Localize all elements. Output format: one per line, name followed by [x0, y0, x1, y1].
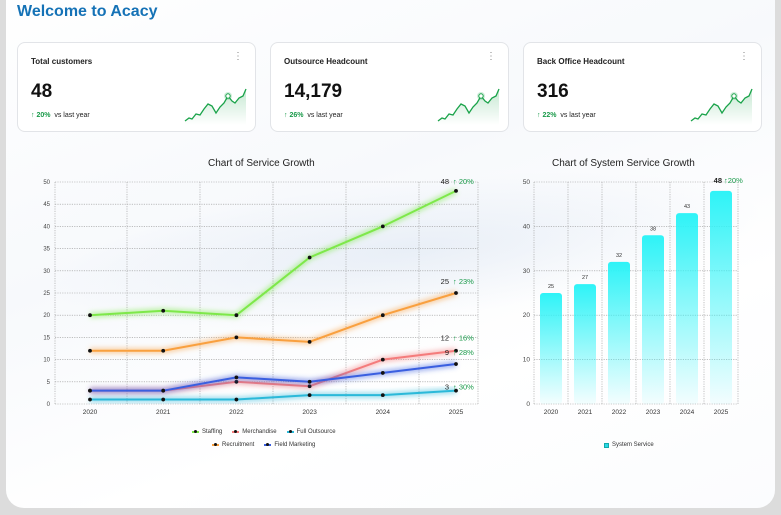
legend-label: Recruitment [222, 442, 255, 448]
kpi-card-back-office-headcount: Back Office Headcount ⋮ 316 ↑ 22% vs las… [523, 42, 762, 132]
legend-item-system-service[interactable]: System Service [604, 442, 654, 448]
legend-marker [192, 429, 199, 433]
legend-label: Merchandise [242, 429, 277, 435]
sparkline-line [437, 88, 500, 122]
legend-label: Full Outsource [296, 429, 336, 435]
legend-marker [232, 429, 240, 433]
legend-marker [604, 442, 609, 448]
sparkline-area [438, 89, 499, 125]
kpi-label: Outsource Headcount [284, 57, 368, 66]
line-chart-legend-row1: Staffing Merchandise Full Outsource [192, 429, 336, 435]
legend-item-merchandise[interactable]: Merchandise [232, 429, 277, 435]
line-chart-legend-row2: Recruitment Field Marketing [212, 442, 315, 448]
kpi-card-total-customers: Total customers ⋮ 48 ↑ 20% vs last year [17, 42, 256, 132]
legend-item-field-marketing[interactable]: Field Marketing [264, 442, 315, 448]
kpi-label: Back Office Headcount [537, 57, 625, 66]
delta-text: vs last year [307, 112, 343, 119]
sparkline-line [184, 88, 247, 122]
kpi-delta: ↑ 20% vs last year [31, 112, 90, 119]
delta-text: vs last year [560, 112, 596, 119]
bar-chart-legend: System Service [604, 442, 654, 448]
kebab-icon[interactable]: ⋮ [233, 51, 243, 62]
sparkline-chart [184, 88, 247, 125]
sparkline-point [731, 93, 737, 99]
delta-percent: 26% [289, 112, 304, 119]
sparkline-point [478, 93, 484, 99]
legend-item-recruitment[interactable]: Recruitment [212, 442, 254, 448]
legend-marker [286, 429, 294, 433]
legend-marker [264, 442, 272, 446]
legend-label: Field Marketing [274, 442, 316, 448]
sparkline-point [225, 93, 231, 99]
sparkline-area [185, 89, 246, 125]
legend-label: Staffing [202, 429, 223, 435]
line-chart-title: Chart of Service Growth [208, 158, 315, 169]
sparkline-chart [437, 88, 500, 125]
arrow-up-icon: ↑ [537, 112, 541, 119]
kpi-value: 316 [537, 81, 569, 102]
arrow-up-icon: ↑ [284, 112, 288, 119]
delta-percent: 22% [542, 112, 557, 119]
background-decoration [40, 142, 772, 358]
sparkline-area [691, 89, 752, 125]
delta-text: vs last year [54, 112, 90, 119]
kebab-icon[interactable]: ⋮ [739, 51, 749, 62]
kpi-delta: ↑ 22% vs last year [537, 112, 596, 119]
kebab-icon[interactable]: ⋮ [486, 51, 496, 62]
legend-item-staffing[interactable]: Staffing [192, 429, 222, 435]
arrow-up-icon: ↑ [31, 112, 35, 119]
legend-marker [212, 442, 219, 446]
legend-item-full-outsource[interactable]: Full Outsource [286, 429, 336, 435]
kpi-label: Total customers [31, 57, 93, 66]
sparkline-line [690, 88, 753, 122]
kpi-value: 48 [31, 81, 53, 102]
page-title: Welcome to Acacy [17, 3, 158, 20]
sparkline-chart [690, 88, 753, 125]
delta-percent: 20% [36, 112, 51, 119]
legend-label: System Service [612, 442, 654, 448]
kpi-card-outsource-headcount: Outsource Headcount ⋮ 14,179 ↑ 26% vs la… [270, 42, 509, 132]
kpi-value: 14,179 [284, 81, 343, 102]
kpi-delta: ↑ 26% vs last year [284, 112, 343, 119]
bar-chart-title: Chart of System Service Growth [552, 158, 695, 169]
